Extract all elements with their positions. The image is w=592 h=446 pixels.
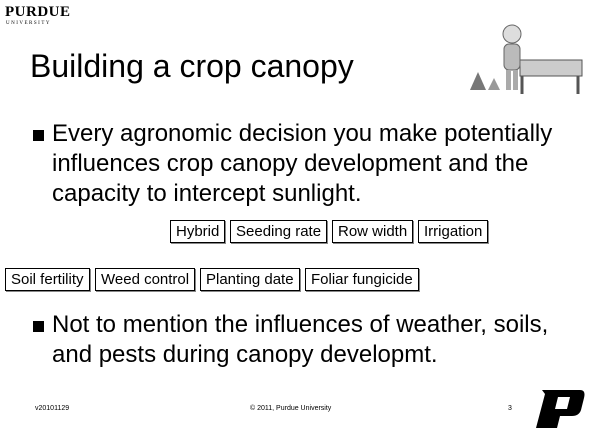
footer-version: v20101129 xyxy=(35,405,69,412)
bullet-text: Every agronomic decision you make potent… xyxy=(52,119,587,209)
factor-tag: Irrigation xyxy=(418,220,488,243)
bullet-marker xyxy=(33,321,44,332)
logo: PURDUE xyxy=(5,4,71,21)
factor-tag: Hybrid xyxy=(170,220,225,243)
purdue-p-logo xyxy=(532,386,586,430)
factor-tag: Seeding rate xyxy=(230,220,327,243)
factor-tag: Weed control xyxy=(95,268,195,291)
page-number: 3 xyxy=(508,405,512,412)
factor-tag: Foliar fungicide xyxy=(305,268,419,291)
bullet-text: Not to mention the influences of weather… xyxy=(52,310,587,370)
factor-tag: Soil fertility xyxy=(5,268,90,291)
clip-art xyxy=(462,20,586,96)
logo-subtitle: UNIVERSITY xyxy=(6,21,51,26)
factor-tag: Planting date xyxy=(200,268,300,291)
footer-copyright: © 2011, Purdue University xyxy=(250,405,331,412)
factor-tag: Row width xyxy=(332,220,413,243)
bullet-marker xyxy=(33,130,44,141)
slide-title: Building a crop canopy xyxy=(30,48,354,85)
slide: PURDUE UNIVERSITY Building a crop canopy… xyxy=(0,0,592,446)
